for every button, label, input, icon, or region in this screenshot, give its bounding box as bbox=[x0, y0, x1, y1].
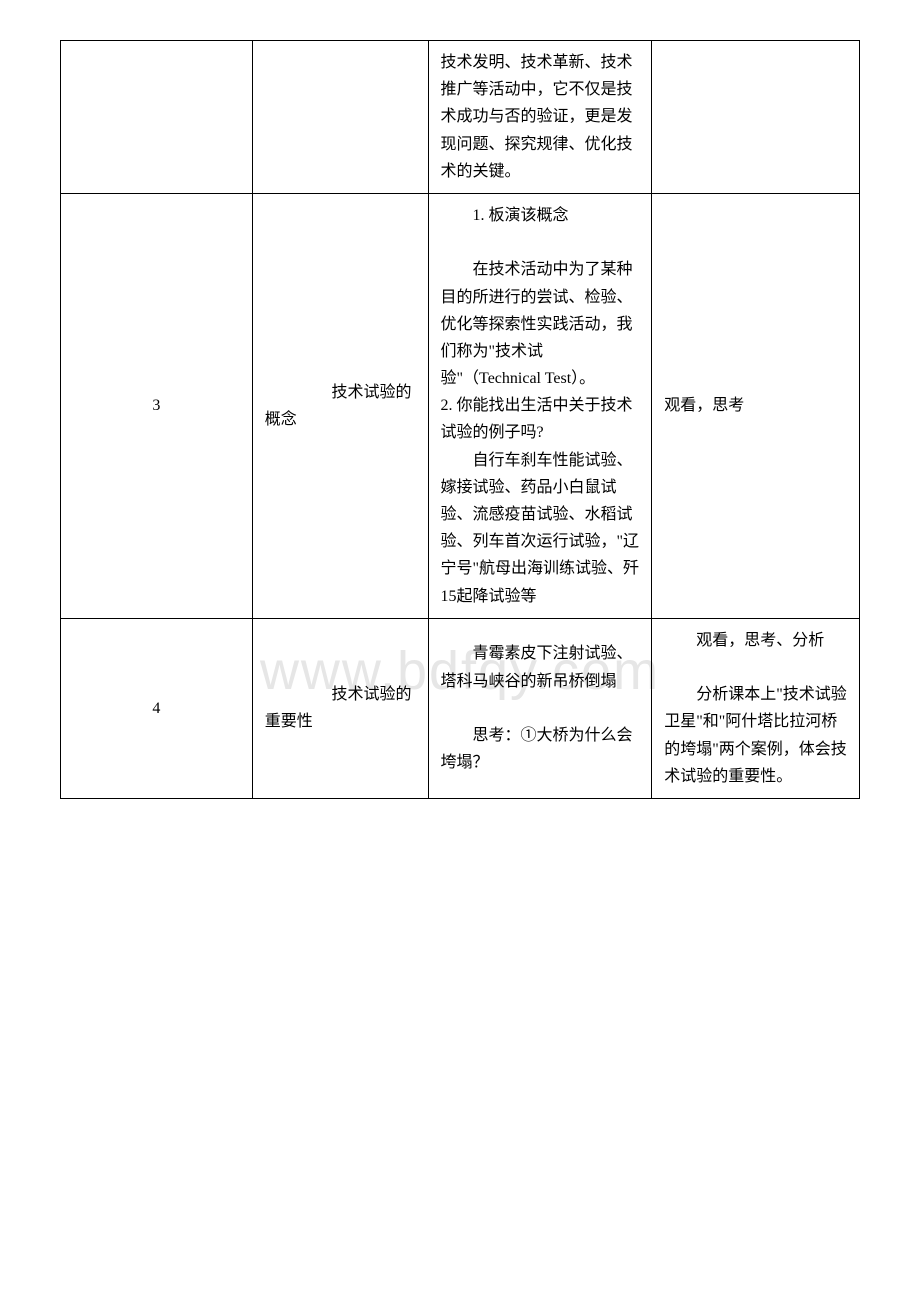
topic-line: 概念 bbox=[265, 406, 416, 433]
topic-line: 重要性 bbox=[265, 708, 416, 735]
cell-topic bbox=[252, 41, 428, 194]
cell-teacher-activity: 1. 板演该概念 在技术活动中为了某种目的所进行的尝试、检验、优化等探索性实践活… bbox=[428, 193, 652, 618]
cell-student-activity: 观看，思考、分析 分析课本上"技术试验卫星"和"阿什塔比拉河桥的垮塌"两个案例，… bbox=[652, 618, 860, 798]
paragraph-text: 观看，思考、分析 bbox=[664, 627, 847, 654]
table-row: 4 技术试验的 重要性 青霉素皮下注射试验、塔科马峡谷的新吊桥倒塌 思考：①大桥… bbox=[61, 618, 860, 798]
paragraph-text: 思考：①大桥为什么会垮塌？ bbox=[441, 722, 640, 776]
cell-number: 4 bbox=[61, 618, 253, 798]
paragraph-text: 青霉素皮下注射试验、塔科马峡谷的新吊桥倒塌 bbox=[441, 640, 640, 694]
cell-number bbox=[61, 41, 253, 194]
paragraph-text: 自行车刹车性能试验、嫁接试验、药品小白鼠试验、流感疫苗试验、水稻试验、列车首次运… bbox=[441, 447, 640, 610]
cell-number: 3 bbox=[61, 193, 253, 618]
paragraph-text: 1. 板演该概念 bbox=[441, 202, 640, 229]
paragraph-text: 2. 你能找出生活中关于技术试验的例子吗? bbox=[441, 397, 633, 441]
lesson-table: 技术发明、技术革新、技术推广等活动中，它不仅是技术成功与否的验证，更是发现问题、… bbox=[60, 40, 860, 799]
paragraph-text: 分析课本上"技术试验卫星"和"阿什塔比拉河桥的垮塌"两个案例，体会技术试验的重要… bbox=[664, 681, 847, 790]
cell-topic: 技术试验的 概念 bbox=[252, 193, 428, 618]
topic-line: 技术试验的 bbox=[265, 379, 416, 406]
cell-student-activity bbox=[652, 41, 860, 194]
page-content: 技术发明、技术革新、技术推广等活动中，它不仅是技术成功与否的验证，更是发现问题、… bbox=[60, 40, 860, 799]
paragraph-text: 技术发明、技术革新、技术推广等活动中，它不仅是技术成功与否的验证，更是发现问题、… bbox=[441, 54, 633, 180]
cell-student-activity: 观看，思考 bbox=[652, 193, 860, 618]
cell-topic: 技术试验的 重要性 bbox=[252, 618, 428, 798]
paragraph-text: 在技术活动中为了某种目的所进行的尝试、检验、优化等探索性实践活动，我们称为"技术… bbox=[441, 256, 640, 392]
cell-teacher-activity: 技术发明、技术革新、技术推广等活动中，它不仅是技术成功与否的验证，更是发现问题、… bbox=[428, 41, 652, 194]
table-row: 技术发明、技术革新、技术推广等活动中，它不仅是技术成功与否的验证，更是发现问题、… bbox=[61, 41, 860, 194]
cell-teacher-activity: 青霉素皮下注射试验、塔科马峡谷的新吊桥倒塌 思考：①大桥为什么会垮塌？ bbox=[428, 618, 652, 798]
topic-line: 技术试验的 bbox=[265, 681, 416, 708]
table-row: 3 技术试验的 概念 1. 板演该概念 在技术活动中为了某种目的所进行的尝试、检… bbox=[61, 193, 860, 618]
